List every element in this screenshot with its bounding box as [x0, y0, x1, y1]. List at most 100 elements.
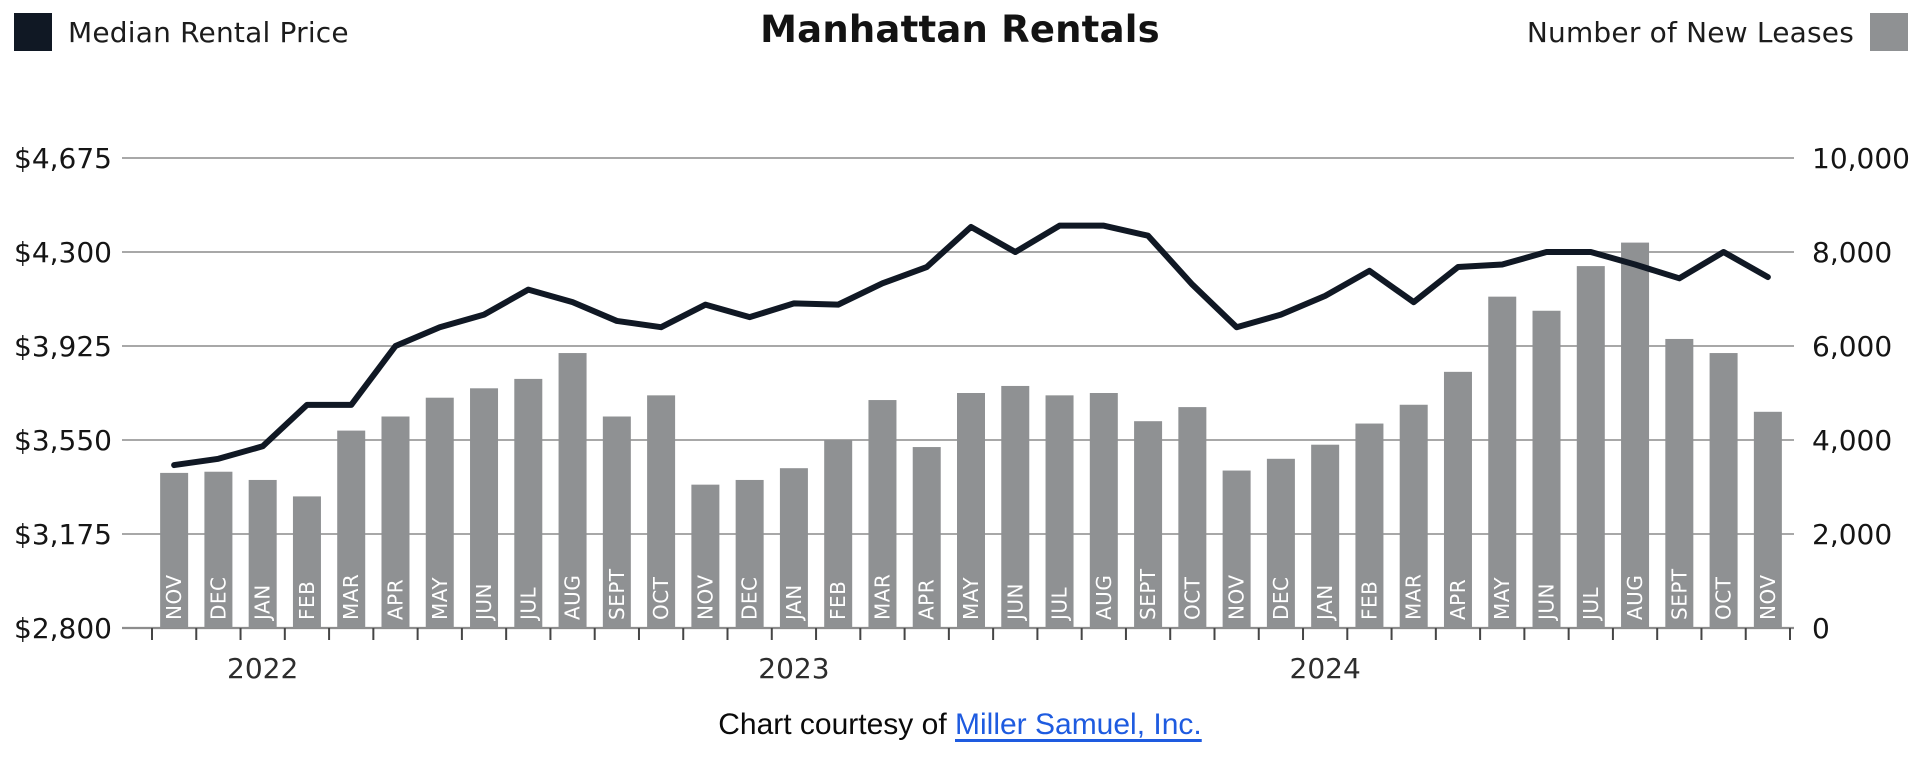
new-leases-bar [1311, 444, 1340, 628]
new-leases-bar [381, 416, 410, 628]
month-label: APR [383, 579, 407, 620]
right-axis-tick-label: 4,000 [1812, 424, 1892, 457]
legend-number-of-new-leases: Number of New Leases [1527, 13, 1908, 51]
new-leases-bar [1089, 393, 1118, 628]
month-label: DEC [738, 576, 762, 620]
caption-text: Chart courtesy of [718, 708, 955, 741]
month-label: AUG [561, 575, 585, 620]
median-rental-price-swatch [14, 13, 52, 51]
month-label: MAY [428, 577, 452, 620]
new-leases-bar [1488, 296, 1517, 628]
new-leases-bar [1222, 470, 1251, 628]
new-leases-bar [647, 395, 676, 628]
month-label: FEB [1357, 581, 1381, 620]
month-label: OCT [1712, 576, 1736, 620]
new-leases-bar [1399, 404, 1428, 628]
month-label: AUG [1092, 575, 1116, 620]
new-leases-bar [1045, 395, 1074, 628]
right-axis-tick-label: 0 [1812, 612, 1830, 645]
new-leases-bar [1753, 411, 1782, 628]
month-label: NOV [162, 574, 186, 620]
new-leases-bar [292, 496, 321, 628]
left-axis-tick-label: $4,675 [14, 142, 112, 175]
month-label: DEC [1269, 576, 1293, 620]
new-leases-bar [1665, 338, 1694, 628]
month-label: MAY [959, 577, 983, 620]
month-label: JUL [1579, 586, 1603, 622]
new-leases-bar [558, 353, 587, 628]
new-leases-bar [1576, 266, 1605, 628]
new-leases-bar [779, 468, 808, 628]
chart-caption: Chart courtesy of Miller Samuel, Inc. [0, 708, 1920, 742]
new-leases-bar [514, 378, 543, 628]
right-axis-tick-label: 10,000 [1812, 142, 1910, 175]
left-axis-tick-label: $3,550 [14, 424, 112, 457]
new-leases-bar [1266, 458, 1295, 628]
year-label: 2023 [758, 652, 829, 685]
new-leases-bar [691, 484, 720, 628]
new-leases-bar [1621, 242, 1650, 628]
month-label: MAR [339, 574, 363, 620]
month-label: MAR [870, 574, 894, 620]
month-label: JUN [472, 583, 496, 622]
month-label: SEPT [1136, 568, 1160, 620]
legend-median-rental-price: Median Rental Price [14, 13, 349, 51]
month-label: FEB [826, 581, 850, 620]
new-leases-bar [337, 430, 366, 628]
month-label: SEPT [605, 568, 629, 620]
month-label: FEB [295, 581, 319, 620]
new-leases-bar [1355, 423, 1384, 628]
month-label: JUL [516, 586, 540, 622]
new-leases-bar [1709, 353, 1738, 628]
month-label: OCT [649, 576, 673, 620]
miller-samuel-link[interactable]: Miller Samuel, Inc. [955, 708, 1202, 741]
new-leases-bar [425, 397, 454, 628]
new-leases-bar [160, 472, 189, 628]
new-leases-bar [912, 447, 941, 628]
month-label: NOV [1756, 574, 1780, 620]
new-leases-bar [470, 388, 499, 628]
right-axis-tick-label: 8,000 [1812, 236, 1892, 269]
new-leases-bar [248, 479, 277, 628]
month-label: JAN [251, 584, 275, 622]
year-label: 2024 [1290, 652, 1361, 685]
month-label: AUG [1623, 575, 1647, 620]
month-label: APR [1446, 579, 1470, 620]
left-axis-tick-label: $3,175 [14, 518, 112, 551]
new-leases-swatch [1870, 13, 1908, 51]
right-axis-tick-label: 2,000 [1812, 518, 1892, 551]
new-leases-bar [1134, 421, 1163, 628]
month-label: NOV [1225, 574, 1249, 620]
new-leases-bar [1001, 385, 1030, 628]
month-label: APR [915, 579, 939, 620]
month-label: SEPT [1667, 568, 1691, 620]
chart-svg: $2,800 0 $3,175 2,000 $3,550 4,000 $3,925 6,000… [14, 142, 1910, 685]
legend-right-label: Number of New Leases [1526, 15, 1854, 49]
new-leases-bar [204, 471, 233, 628]
year-label: 2022 [227, 652, 298, 685]
month-label: NOV [693, 574, 717, 620]
new-leases-bar [1443, 371, 1472, 628]
new-leases-bar [957, 393, 985, 628]
median-rental-price-line [171, 222, 1771, 469]
legend-left-label: Median Rental Price [68, 15, 349, 49]
new-leases-bar [868, 400, 897, 628]
new-leases-bar [1532, 310, 1561, 628]
new-leases-bar [1178, 407, 1207, 628]
month-label: JUN [1003, 583, 1027, 622]
new-leases-bar [735, 479, 764, 628]
left-axis-tick-label: $3,925 [14, 330, 112, 363]
new-leases-bar [602, 416, 631, 628]
month-label: JAN [782, 584, 806, 622]
month-label: DEC [206, 576, 230, 620]
month-label: JUN [1535, 583, 1559, 622]
month-label: JUL [1048, 586, 1072, 622]
left-axis-tick-label: $2,800 [14, 612, 112, 645]
month-label: JAN [1313, 584, 1337, 622]
right-axis-tick-label: 6,000 [1812, 330, 1892, 363]
new-leases-bar [824, 440, 853, 628]
chart-title: Manhattan Rentals [760, 8, 1160, 51]
month-label: MAY [1490, 577, 1514, 620]
left-axis-tick-label: $4,300 [14, 236, 112, 269]
